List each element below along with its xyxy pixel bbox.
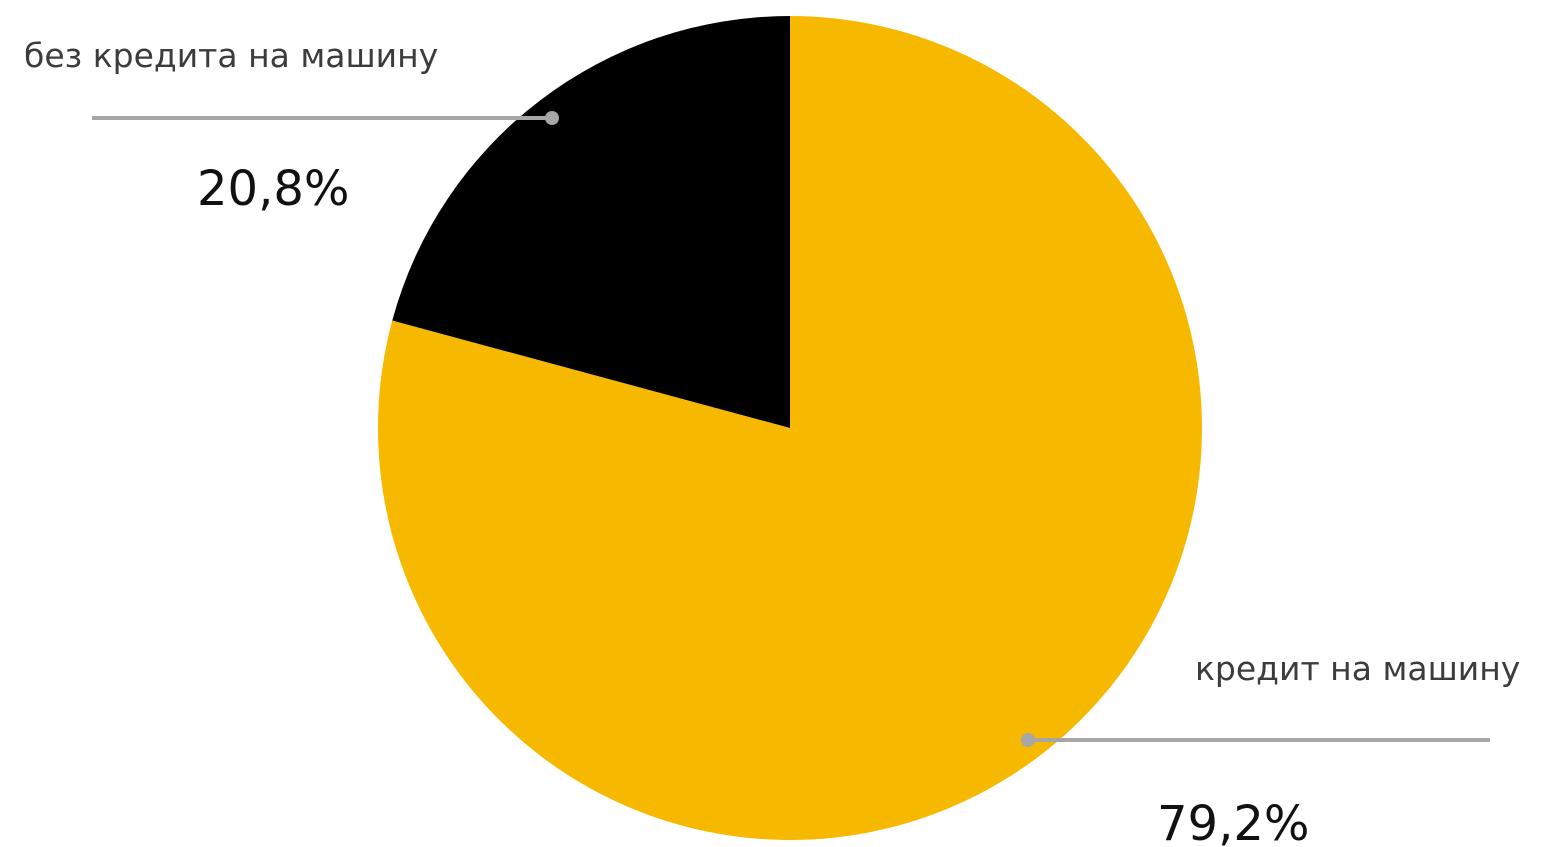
leader-kredit <box>1021 733 1490 747</box>
value-label-bez: 20,8% <box>197 161 349 217</box>
pie-slice-1 <box>392 16 790 428</box>
pie-slice-0 <box>377 16 1202 840</box>
leader-dot-bez <box>545 111 559 125</box>
pie-slices <box>377 16 1202 840</box>
slice-label-kredit: кредит на машину <box>1195 649 1520 688</box>
leader-dot-kredit <box>1021 733 1035 747</box>
leader-bez <box>92 111 559 125</box>
value-label-kredit: 79,2% <box>1157 796 1309 847</box>
slice-label-bez: без кредита на машину <box>24 36 438 75</box>
